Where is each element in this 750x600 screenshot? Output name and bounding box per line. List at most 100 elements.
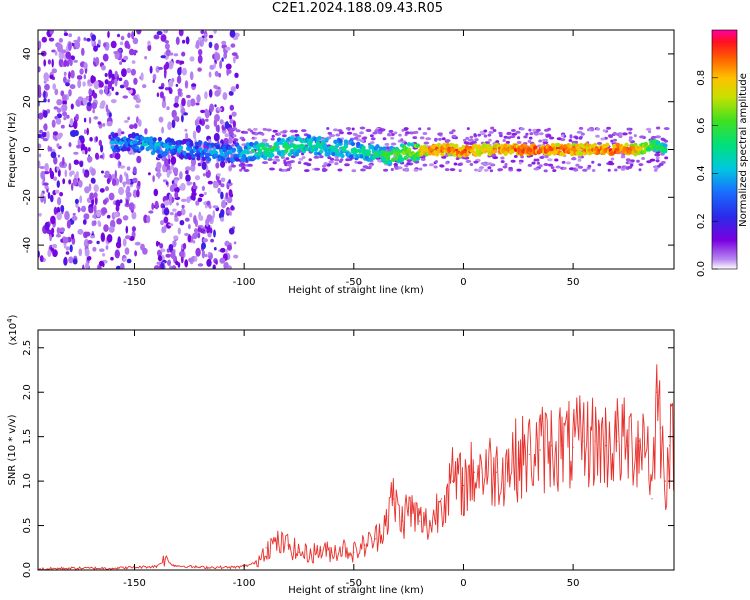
heatmap-noise-cell — [52, 131, 59, 136]
heatmap-noise-cell — [154, 265, 160, 269]
heatmap-noise-cell — [133, 77, 138, 85]
heatmap-noise-cell — [225, 46, 231, 51]
heatmap-noise-cell — [565, 161, 571, 165]
heatmap-noise-cell — [186, 196, 191, 204]
heatmap-noise-cell — [173, 102, 179, 108]
heatmap-noise-cell — [164, 158, 169, 167]
heatmap-noise-cell — [177, 88, 182, 97]
heatmap-noise-cell — [201, 161, 207, 170]
heatmap-noise-cell — [179, 60, 185, 65]
heatmap-noise-cell — [639, 135, 645, 139]
heatmap-ytick-label: -20 — [22, 189, 33, 205]
heatmap-noise-cell — [58, 38, 64, 43]
heatmap-noise-cell — [469, 163, 474, 166]
heatmap-noise-cell — [117, 128, 122, 137]
heatmap-noise-cell — [304, 169, 310, 173]
heatmap-noise-cell — [434, 160, 438, 164]
heatmap-noise-cell — [89, 137, 93, 142]
heatmap-ridge-cell — [350, 141, 356, 147]
heatmap-noise-cell — [337, 168, 343, 172]
heatmap-noise-cell — [272, 158, 277, 162]
snr-point — [375, 538, 377, 540]
heatmap-noise-cell — [68, 256, 74, 264]
heatmap-noise-cell — [628, 136, 633, 140]
heatmap-noise-cell — [123, 55, 129, 61]
heatmap-noise-cell — [161, 99, 167, 109]
heatmap-noise-cell — [163, 216, 169, 224]
snr-scale-label: (x104) — [6, 314, 19, 345]
heatmap-noise-cell — [106, 234, 113, 243]
heatmap-noise-cell — [597, 163, 602, 167]
heatmap-noise-cell — [70, 170, 75, 175]
heatmap-noise-cell — [156, 161, 162, 170]
heatmap-noise-cell — [78, 135, 85, 141]
heatmap-noise-cell — [99, 188, 105, 193]
heatmap-noise-cell — [533, 167, 540, 171]
heatmap-noise-cell — [215, 260, 218, 265]
heatmap-noise-cell — [182, 39, 186, 44]
heatmap-noise-cell — [451, 129, 456, 133]
heatmap-noise-cell — [578, 126, 584, 130]
snr-point — [660, 427, 662, 429]
heatmap-noise-cell — [234, 32, 240, 38]
heatmap-noise-cell — [152, 175, 155, 183]
heatmap-noise-cell — [52, 83, 56, 90]
heatmap-ridge-cell — [415, 156, 420, 161]
heatmap-noise-cell — [142, 247, 148, 255]
heatmap-noise-cell — [43, 72, 49, 81]
heatmap-noise-cell — [77, 79, 82, 89]
heatmap-noise-cell — [184, 259, 189, 268]
heatmap-noise-cell — [239, 168, 243, 172]
heatmap-ridge-point — [373, 152, 379, 157]
heatmap-noise-cell — [397, 166, 403, 170]
heatmap-noise-cell — [378, 128, 384, 132]
heatmap-noise-cell — [78, 180, 83, 188]
heatmap-noise-cell — [189, 71, 194, 81]
heatmap-ridge-point — [570, 147, 576, 152]
heatmap-noise-cell — [187, 234, 192, 243]
heatmap-noise-cell — [404, 168, 410, 172]
heatmap-noise-cell — [84, 186, 90, 194]
heatmap-noise-cell — [149, 65, 153, 74]
heatmap-noise-cell — [365, 128, 372, 132]
heatmap-ridge-cell — [454, 143, 459, 149]
heatmap-ridge-cell — [622, 147, 628, 152]
heatmap-noise-cell — [334, 162, 339, 166]
heatmap-noise-cell — [134, 250, 138, 257]
heatmap-noise-cell — [169, 165, 175, 171]
heatmap-noise-cell — [535, 158, 540, 162]
heatmap-noise-cell — [225, 63, 232, 70]
heatmap-noise-cell — [536, 128, 541, 132]
heatmap-ridge-cell — [313, 151, 319, 156]
heatmap-noise-cell — [142, 84, 147, 89]
heatmap-noise-cell — [525, 132, 529, 136]
heatmap-noise-cell — [38, 143, 42, 149]
heatmap-ridge-cell — [319, 149, 324, 154]
heatmap-ridge-cell — [550, 142, 556, 148]
heatmap-noise-cell — [74, 130, 79, 137]
snr-point — [298, 551, 300, 553]
heatmap-noise-cell — [192, 232, 198, 240]
heatmap-noise-cell — [243, 131, 249, 134]
heatmap-noise-cell — [174, 95, 179, 105]
heatmap-noise-cell — [82, 98, 88, 106]
heatmap-ridge-cell — [445, 142, 450, 148]
heatmap-noise-cell — [495, 140, 500, 144]
heatmap-noise-cell — [465, 159, 472, 163]
heatmap-noise-cell — [172, 208, 177, 212]
heatmap-noise-cell — [132, 177, 138, 184]
heatmap-ridge-cell — [127, 133, 133, 139]
heatmap-ridge-cell — [503, 143, 508, 148]
heatmap-noise-cell — [328, 160, 335, 164]
heatmap-noise-cell — [75, 171, 79, 179]
heatmap-noise-cell — [577, 158, 582, 162]
heatmap-noise-cell — [165, 181, 169, 186]
heatmap-ridge-point — [406, 150, 412, 154]
heatmap-noise-cell — [162, 205, 166, 209]
heatmap-noise-cell — [219, 60, 223, 69]
heatmap-ridge-cell — [380, 149, 385, 155]
heatmap-noise-cell — [269, 167, 275, 171]
snr-series-line — [38, 364, 674, 570]
heatmap-noise-cell — [57, 154, 61, 158]
heatmap-noise-cell — [90, 75, 95, 84]
